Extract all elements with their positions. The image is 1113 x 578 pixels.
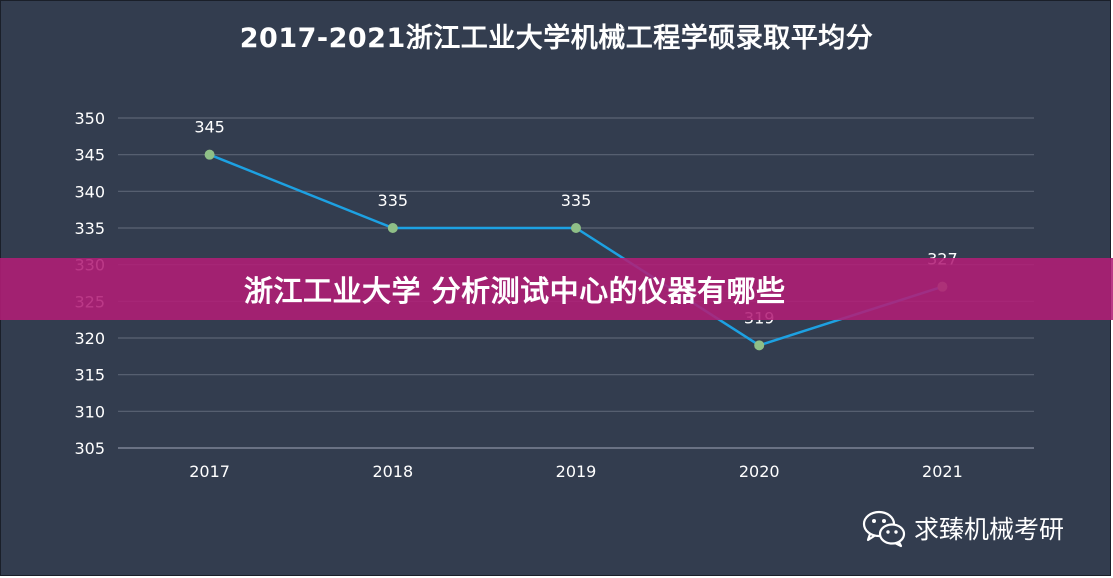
y-tick-label: 345 — [74, 146, 105, 165]
chart-title: 2017-2021浙江工业大学机械工程学硕录取平均分 — [239, 23, 874, 54]
x-tick-label: 2018 — [372, 462, 413, 481]
wechat-icon — [862, 510, 906, 548]
banner-text: 浙江工业大学 分析测试中心的仪器有哪些 — [244, 274, 786, 308]
x-tick-label: 2021 — [922, 462, 963, 481]
data-point — [571, 223, 581, 233]
watermark: 求臻机械考研 — [862, 508, 1064, 548]
y-tick-label: 315 — [74, 366, 105, 385]
data-label: 335 — [561, 191, 592, 210]
x-axis-ticks: 2017 2018 2019 2020 2021 — [189, 462, 963, 481]
y-tick-label: 305 — [74, 439, 105, 458]
title-banner — [0, 258, 1113, 320]
data-point — [754, 340, 765, 351]
y-tick-label: 320 — [74, 329, 105, 348]
y-tick-label: 335 — [74, 219, 105, 238]
y-tick-label: 350 — [74, 109, 105, 128]
x-tick-label: 2017 — [189, 462, 230, 481]
y-tick-label: 340 — [74, 182, 105, 201]
x-tick-label: 2019 — [556, 462, 597, 481]
data-label: 335 — [378, 191, 409, 210]
data-label: 345 — [194, 118, 225, 137]
watermark-text: 求臻机械考研 — [914, 515, 1065, 544]
x-tick-label: 2020 — [739, 462, 780, 481]
data-point — [204, 149, 215, 160]
data-point — [387, 223, 398, 233]
y-tick-label: 310 — [74, 402, 105, 421]
